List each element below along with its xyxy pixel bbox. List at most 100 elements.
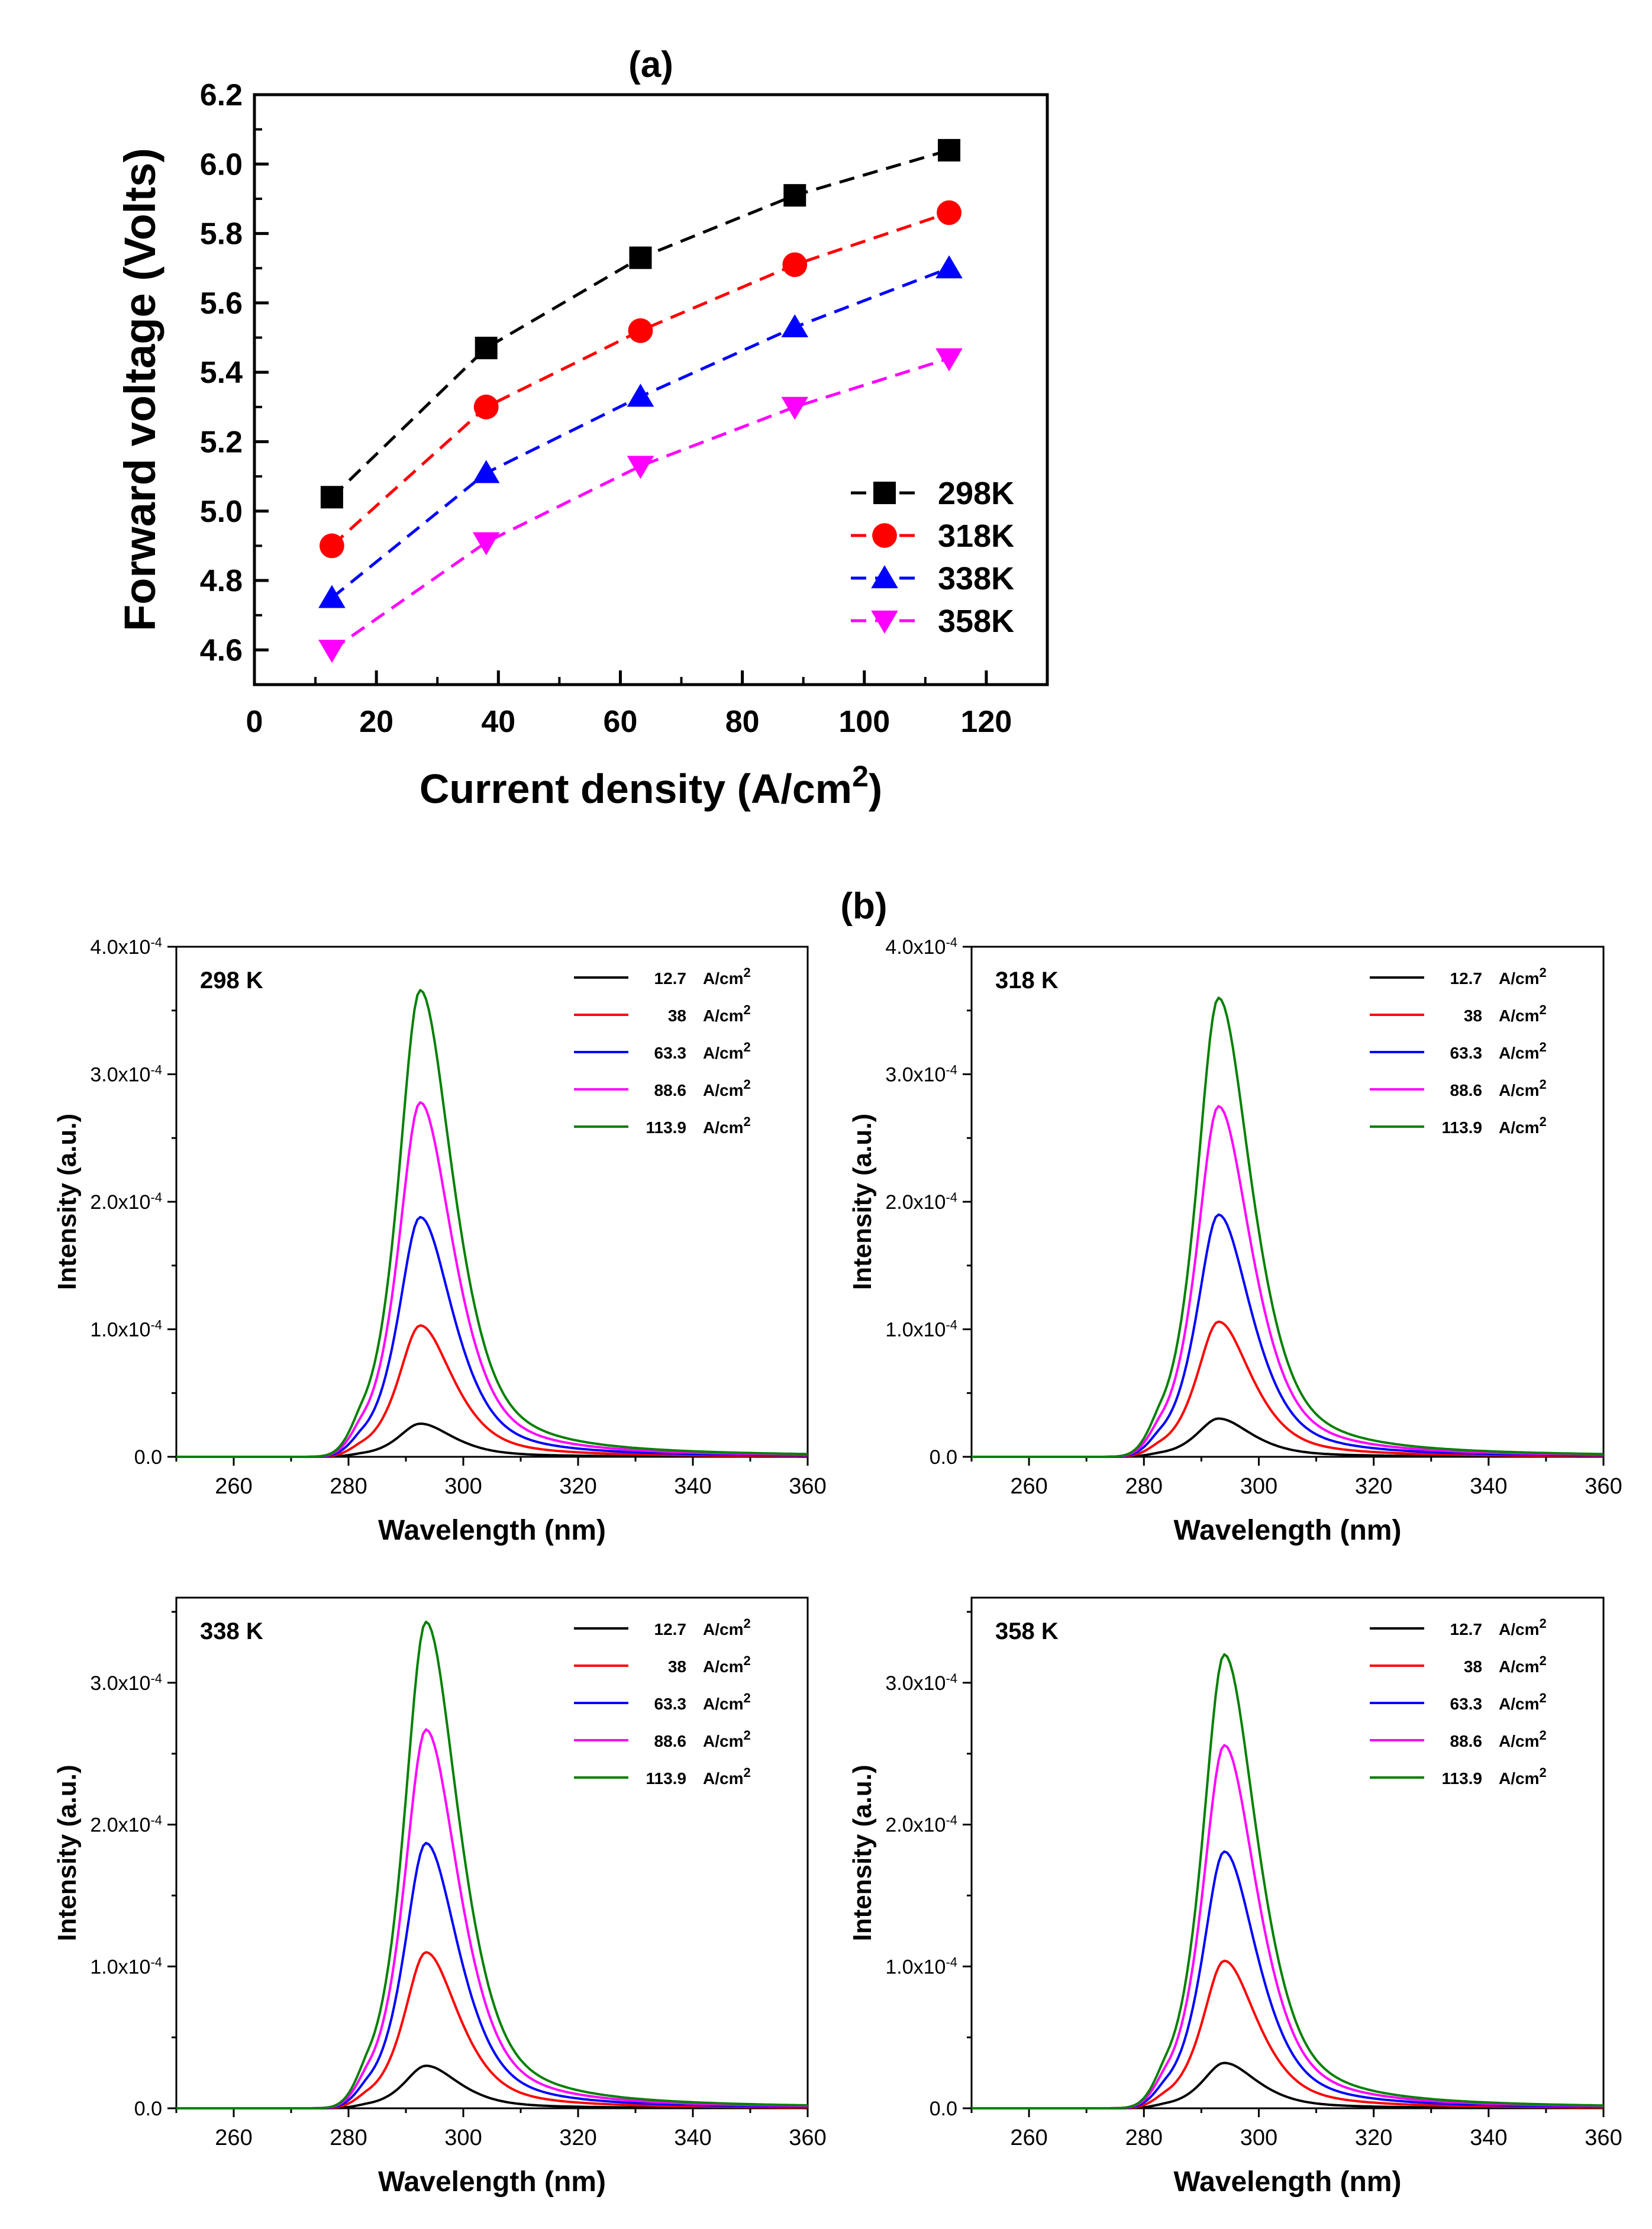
- legend-unit-text: A/cm: [703, 1732, 743, 1750]
- legend-unit-sup: 2: [1539, 1653, 1546, 1668]
- y-tick-mantissa: 0.0: [930, 2098, 957, 2120]
- x-tick-label: 280: [330, 1474, 367, 1499]
- y-tick-label: 6.0: [200, 147, 243, 182]
- legend-label-38: 38: [668, 1007, 686, 1025]
- x-tick-label: 300: [1240, 2125, 1277, 2150]
- legend-unit-text: A/cm: [1499, 1081, 1539, 1099]
- x-axis-title: Wavelength (nm): [1174, 1515, 1402, 1546]
- y-tick-exponent: -4: [150, 1954, 162, 1969]
- x-tick-label: 360: [789, 1474, 826, 1499]
- y-axis-title: Intensity (a.u.): [53, 1114, 82, 1290]
- x-tick-label: 100: [838, 705, 890, 739]
- x-tick-label: 0: [246, 705, 263, 739]
- legend-label-298K: 298K: [938, 476, 1014, 511]
- legend-unit-12.7: A/cm2: [1499, 965, 1547, 988]
- x-tick-label: 340: [1470, 1474, 1507, 1499]
- legend-unit-63.3: A/cm2: [703, 1040, 751, 1063]
- legend-unit-sup: 2: [743, 1114, 750, 1129]
- legend-label-63.3: 63.3: [654, 1695, 687, 1713]
- x-tick-label: 360: [1585, 1474, 1622, 1499]
- y-tick-label: 5.6: [200, 286, 243, 321]
- y-tick-exponent: -4: [946, 1062, 957, 1077]
- y-tick-exponent: -4: [946, 935, 957, 950]
- legend-label-113.9: 113.9: [646, 1769, 686, 1788]
- legend-unit-38: A/cm2: [1499, 1653, 1547, 1676]
- y-tick-label: 4.0x10-4: [885, 935, 957, 959]
- legend-unit-text: A/cm: [1499, 1732, 1539, 1750]
- y-tick-label: 1.0x10-4: [90, 1317, 162, 1341]
- plot-frame: [253, 93, 1049, 686]
- data-point-358K: [318, 640, 346, 663]
- y-tick-mantissa: 0.0: [134, 2098, 162, 2120]
- x-tick-label: 60: [604, 705, 638, 739]
- x-axis-title-main: Current density (A/cm: [420, 766, 852, 812]
- legend-unit-88.6: A/cm2: [703, 1077, 751, 1100]
- data-point-298K: [475, 337, 498, 360]
- x-axis-title: Wavelength (nm): [378, 2166, 606, 2198]
- legend-unit-sup: 2: [743, 1002, 750, 1017]
- legend-label-88.6: 88.6: [1450, 1732, 1483, 1750]
- y-tick-label: 3.0x10-4: [885, 1062, 957, 1086]
- legend-unit-text: A/cm: [703, 969, 743, 988]
- y-tick-label: 4.8: [200, 564, 243, 598]
- legend-unit-88.6: A/cm2: [1499, 1077, 1547, 1100]
- y-tick-mantissa: 3.0x10: [90, 1064, 150, 1086]
- legend-unit-text: A/cm: [703, 1044, 743, 1062]
- x-tick-label: 300: [1240, 1474, 1277, 1499]
- y-tick-label: 2.0x10-4: [885, 1190, 957, 1214]
- legend-label-12.7: 12.7: [654, 1620, 687, 1638]
- legend-label-38: 38: [1464, 1657, 1482, 1676]
- x-tick-label: 20: [359, 705, 393, 739]
- legend-unit-text: A/cm: [1499, 1118, 1539, 1137]
- y-tick-label: 0.0: [134, 1446, 162, 1469]
- y-tick-label: 5.4: [200, 356, 243, 390]
- legend-unit-sup: 2: [1539, 1002, 1546, 1017]
- legend-unit-text: A/cm: [1499, 1657, 1539, 1676]
- legend-unit-sup: 2: [1539, 1765, 1546, 1780]
- data-point-338K: [627, 383, 654, 407]
- spectrum-chart-338k: 260 280 300 320 340 3600.01.0x10-42.0x10-43.0…: [53, 1596, 827, 2198]
- legend-marker-318K: [872, 523, 897, 548]
- plot-frame: [175, 1596, 809, 2109]
- legend-unit-63.3: A/cm2: [1499, 1691, 1547, 1714]
- legend-label-113.9: 113.9: [1441, 1769, 1482, 1788]
- y-axis-title: Forward voltage (Volts): [115, 148, 164, 631]
- legend-unit-text: A/cm: [703, 1118, 743, 1137]
- spectrum-line-38: [972, 1959, 1603, 2109]
- legend-unit-12.7: A/cm2: [703, 1616, 751, 1639]
- legend-unit-sup: 2: [743, 1040, 750, 1054]
- legend-unit-sup: 2: [1539, 965, 1546, 980]
- x-tick-label: 260: [215, 2125, 252, 2150]
- y-tick-exponent: -4: [150, 1190, 162, 1205]
- x-tick-label: 320: [559, 2125, 596, 2150]
- spectrum-chart-298k: 260 280 300 320 340 3600.01.0x10-42.0x10-43.0…: [53, 935, 827, 1547]
- legend-label-63.3: 63.3: [1450, 1695, 1483, 1713]
- spectrum-line-63.3: [972, 1850, 1604, 2109]
- legend-unit-text: A/cm: [703, 1007, 743, 1025]
- x-tick-label: 340: [674, 1474, 711, 1499]
- spectrum-line-113.9: [176, 1620, 808, 2109]
- y-tick-mantissa: 0.0: [134, 1446, 162, 1469]
- x-tick-label: 260: [215, 1474, 252, 1499]
- data-point-338K: [781, 314, 809, 338]
- plot-frame: [970, 1596, 1605, 2109]
- x-tick-label: 300: [444, 1474, 482, 1499]
- legend-unit-88.6: A/cm2: [703, 1728, 751, 1751]
- y-tick-label: 1.0x10-4: [885, 1317, 957, 1341]
- legend-label-88.6: 88.6: [654, 1081, 687, 1099]
- x-tick-label: 320: [1355, 1474, 1392, 1499]
- legend-unit-sup: 2: [1539, 1077, 1546, 1092]
- y-axis-title: Intensity (a.u.): [848, 1765, 877, 1941]
- legend-unit-sup: 2: [1539, 1114, 1546, 1129]
- y-tick-mantissa: 1.0x10: [90, 1956, 150, 1978]
- panel-b-label: (b): [840, 886, 887, 927]
- y-tick-label: 4.6: [200, 633, 243, 667]
- legend-unit-12.7: A/cm2: [703, 965, 751, 988]
- legend-marker-298K: [873, 482, 896, 504]
- x-tick-label: 280: [1125, 1474, 1163, 1499]
- y-tick-exponent: -4: [150, 1812, 162, 1827]
- legend-label-38: 38: [1464, 1007, 1482, 1025]
- y-axis-title: Intensity (a.u.): [53, 1765, 82, 1941]
- legend-unit-sup: 2: [743, 1653, 750, 1668]
